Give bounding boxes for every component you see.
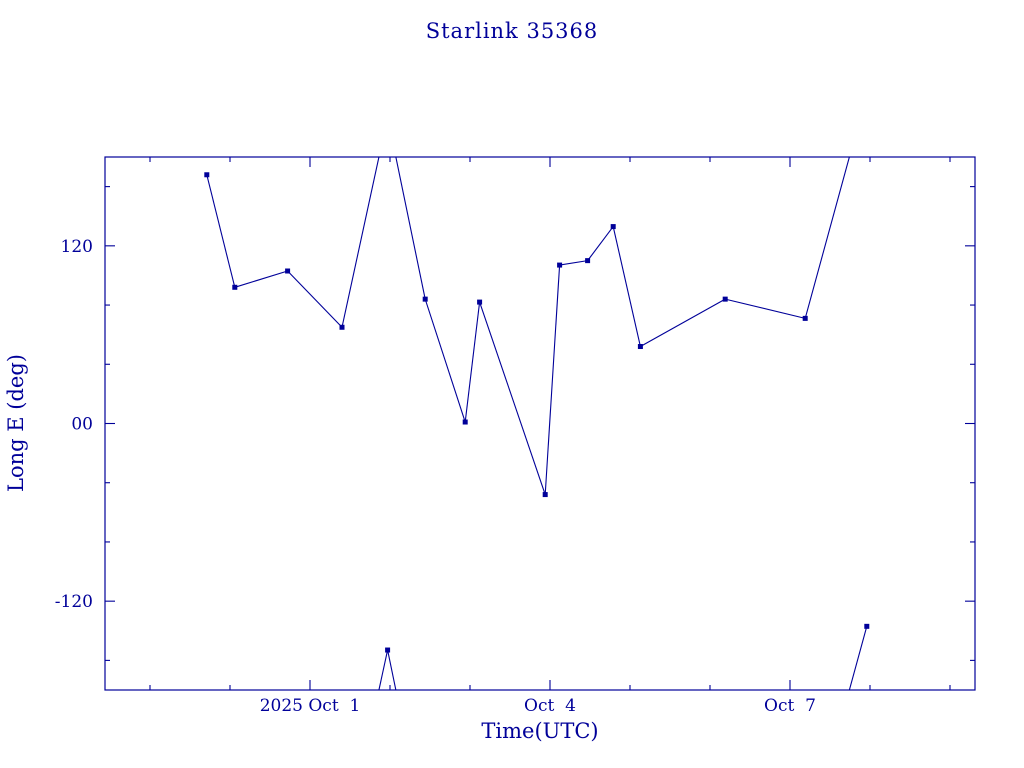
y-tick-label: -120 [55,592,93,612]
y-tick-label: 120 [61,237,93,257]
data-series-segment [479,301,546,495]
data-series-segment [640,298,726,347]
data-point-marker [610,224,616,230]
y-tick-label: 00 [71,415,93,435]
data-point-marker [557,262,563,268]
data-series-segment [848,626,868,690]
data-series-segment [287,270,343,328]
data-series-segment [387,649,397,690]
x-tick-label: Oct 4 [524,696,576,716]
data-series-segment [341,157,380,328]
data-series-segment [234,270,288,288]
axis-ticks [105,157,975,690]
data-point-marker [542,492,548,498]
data-series-segment [544,265,561,495]
data-series-segment [395,157,426,300]
data-point-marker [422,296,428,302]
chart-title: Starlink 35368 [425,19,599,43]
data-series-segment [424,298,466,423]
x-axis-label: Time(UTC) [481,719,599,743]
data-point-marker [585,258,591,264]
data-point-marker [339,324,345,330]
data-series-segment [587,226,614,261]
plot-frame [104,156,976,691]
data-series-segment [612,226,641,347]
data-point-marker [232,284,238,290]
data-series [204,157,870,690]
data-point-marker [637,344,643,350]
data-series-segment [206,174,236,288]
data-series-segment [804,157,850,319]
data-point-marker [285,268,291,274]
x-tick-label: Oct 7 [764,696,816,716]
data-point-marker [722,296,728,302]
data-series-segment [378,649,389,690]
data-series-segment [559,260,588,266]
data-point-marker [477,299,483,305]
data-point-marker [802,315,808,321]
data-point-marker [204,172,210,178]
data-series-segment [725,298,806,319]
data-point-marker [462,419,468,425]
data-series-segment [464,302,481,423]
data-point-marker [864,623,870,629]
x-tick-label: 2025 Oct 1 [260,696,361,716]
data-point-marker [385,647,391,653]
